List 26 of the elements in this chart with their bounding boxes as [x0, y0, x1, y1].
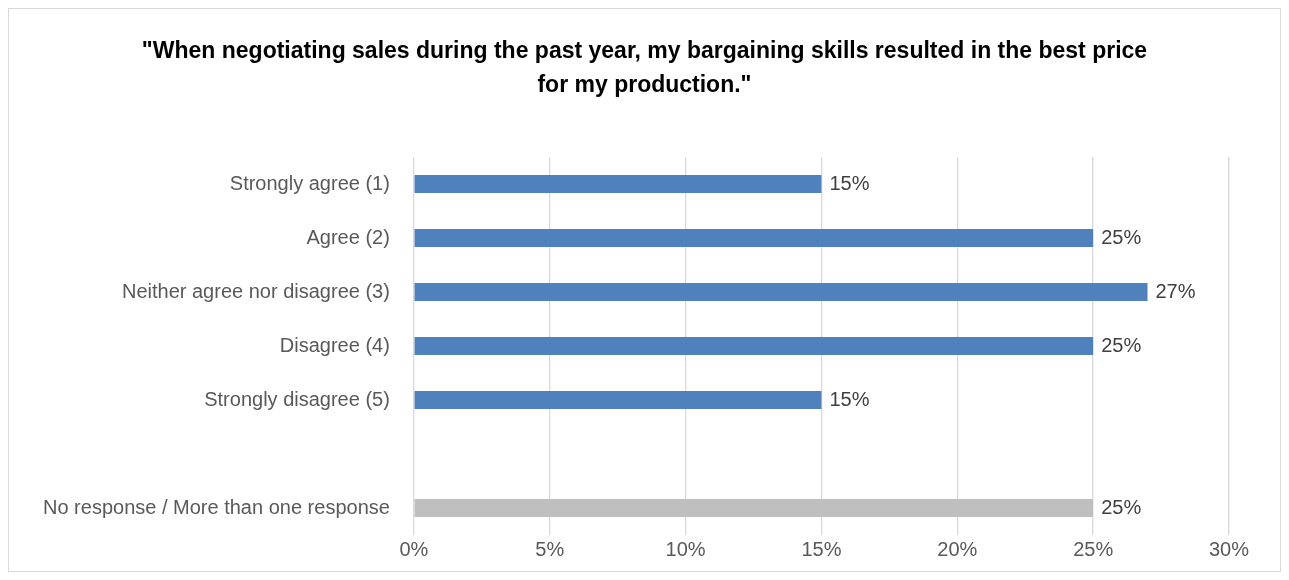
y-tick-label: Disagree (4)	[279, 333, 390, 356]
x-tick-label: 25%	[1073, 537, 1114, 560]
x-tick-label: 0%	[399, 537, 429, 560]
y-tick-label: Strongly disagree (5)	[204, 387, 390, 410]
data-label: 27%	[1155, 279, 1196, 302]
chart-title: "When negotiating sales during the past year, my bargaining skills resulted in the best price for my production."	[140, 36, 1149, 99]
bar	[414, 175, 822, 193]
bar	[414, 283, 1148, 301]
data-label: 15%	[829, 171, 870, 194]
y-tick-label: Agree (2)	[306, 225, 390, 248]
x-tick-label: 15%	[801, 537, 842, 560]
bar	[414, 499, 1094, 517]
x-tick-label: 20%	[937, 537, 978, 560]
x-tick-label: 30%	[1208, 537, 1250, 560]
x-tick-label: 5%	[535, 537, 565, 560]
x-tick-label: 10%	[665, 537, 706, 560]
data-label: 25%	[1101, 333, 1142, 356]
bar	[414, 337, 1094, 355]
bar	[414, 391, 822, 409]
data-label: 15%	[829, 387, 870, 410]
y-tick-label: No response / More than one response	[43, 495, 390, 518]
bar	[414, 229, 1094, 247]
y-tick-label: Strongly agree (1)	[229, 171, 390, 194]
data-label: 25%	[1101, 495, 1142, 518]
y-tick-label: Neither agree nor disagree (3)	[121, 279, 390, 302]
data-label: 25%	[1101, 225, 1142, 248]
